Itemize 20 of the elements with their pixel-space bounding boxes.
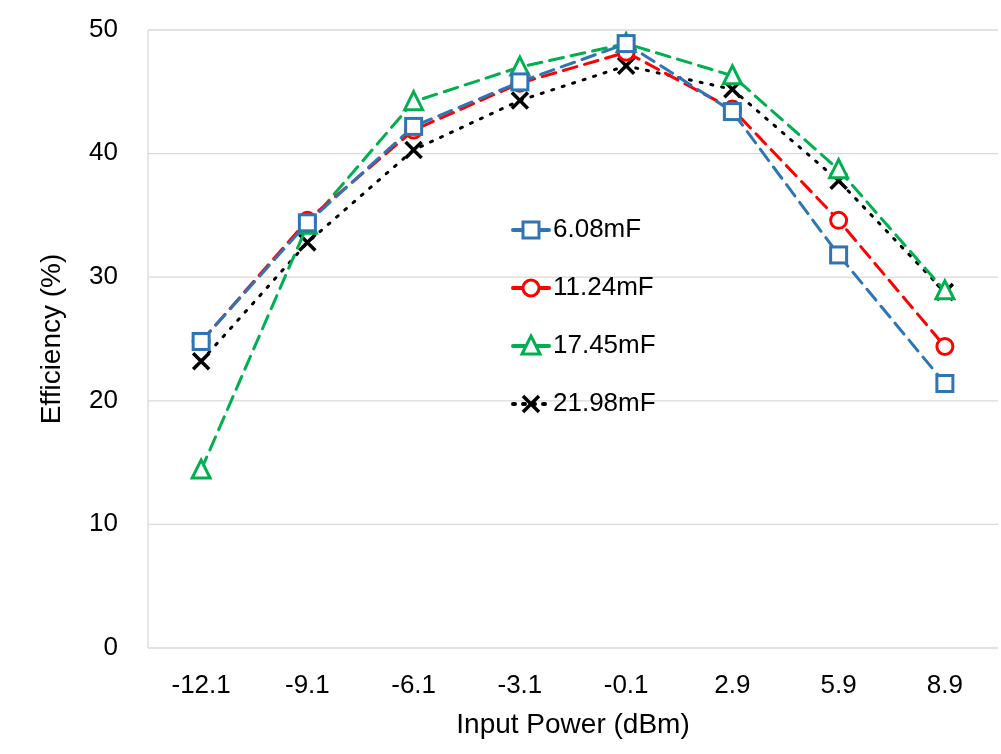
x-axis-title: Input Power (dBm) — [456, 708, 690, 739]
legend-label: 21.98mF — [553, 386, 656, 417]
x-tick-label: -0.1 — [603, 669, 649, 699]
x-tick-label: 2.9 — [714, 669, 751, 699]
y-tick-label: 10 — [89, 507, 118, 538]
x-tick-label: 8.9 — [926, 669, 963, 699]
y-tick-label: 20 — [89, 383, 118, 414]
x-tick-label: -3.1 — [497, 669, 543, 699]
x-tick-label: -6.1 — [391, 669, 437, 699]
legend-label: 11.24mF — [553, 270, 654, 301]
y-tick-label: 0 — [103, 630, 118, 661]
x-tick-label: -9.1 — [284, 669, 330, 699]
y-tick-label: 40 — [89, 136, 118, 167]
x-tick-label: -12.1 — [171, 669, 231, 699]
y-tick-label: 30 — [89, 260, 118, 291]
legend-label: 17.45mF — [553, 328, 656, 359]
legend-label: 6.08mF — [553, 212, 642, 243]
x-tick-label: 5.9 — [820, 669, 857, 699]
y-axis-title: Efficiency (%) — [35, 253, 66, 425]
y-tick-label: 50 — [89, 12, 118, 43]
